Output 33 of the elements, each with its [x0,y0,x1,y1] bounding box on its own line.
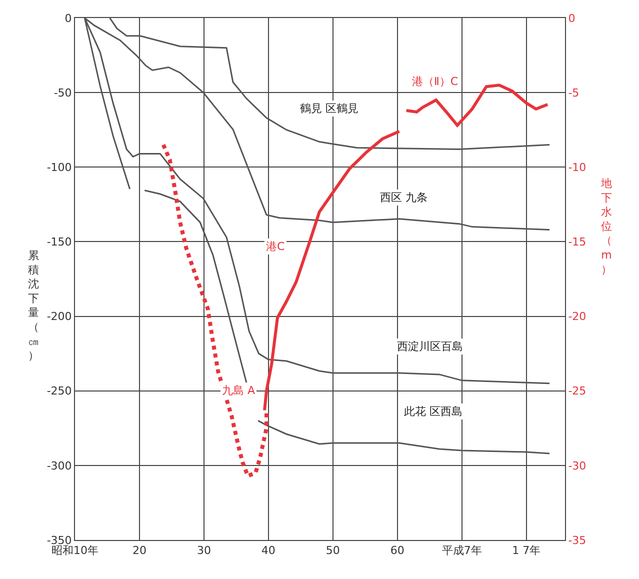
y2-tick-label: -25 [568,384,586,398]
annotation: 港C [266,240,285,253]
y-tick-label: -250 [46,384,72,398]
y2-axis-title: 地下水位（m） [600,177,612,276]
y2-tick-label: 0 [568,12,576,25]
annotation: 鶴見 区鶴見 [300,102,358,115]
x-tick-label: 50 [326,544,340,558]
y-tick-label: -200 [46,310,72,324]
annotation: 港（Ⅱ）C [412,75,458,88]
x-tick-label: 20 [132,544,146,558]
y2-tick-label: -15 [568,236,586,249]
y2-tick-label: -5 [568,86,580,100]
line-series [109,18,550,150]
y2-tick-label: -30 [568,459,586,472]
y2-tick-label: -35 [568,534,586,547]
annotation: 此花 区西島 [404,405,462,418]
x-tick-label: 1 7年 [512,544,541,558]
x-tick-label: 平成7年 [442,544,482,558]
y-tick-label: 0 [64,12,72,25]
x-tick-label: 30 [196,544,211,558]
y2-tick-label: -10 [568,160,586,174]
y-tick-label: -300 [46,459,72,472]
x-tick-label: 60 [390,544,404,558]
y-tick-label: -100 [46,160,72,174]
annotation: 九島 A [222,384,256,397]
x-tick-label: 昭和10年 [52,544,98,558]
x-tick-label: 40 [261,544,276,558]
y-axis-title: 累積沈下量（㎝） [28,249,39,362]
y-tick-label: -50 [54,86,72,100]
y2-tick-label: -20 [568,310,586,324]
annotation: 西区 九条 [380,191,428,204]
annotation: 西淀川区百島 [397,340,463,353]
y-tick-label: -150 [46,236,72,249]
